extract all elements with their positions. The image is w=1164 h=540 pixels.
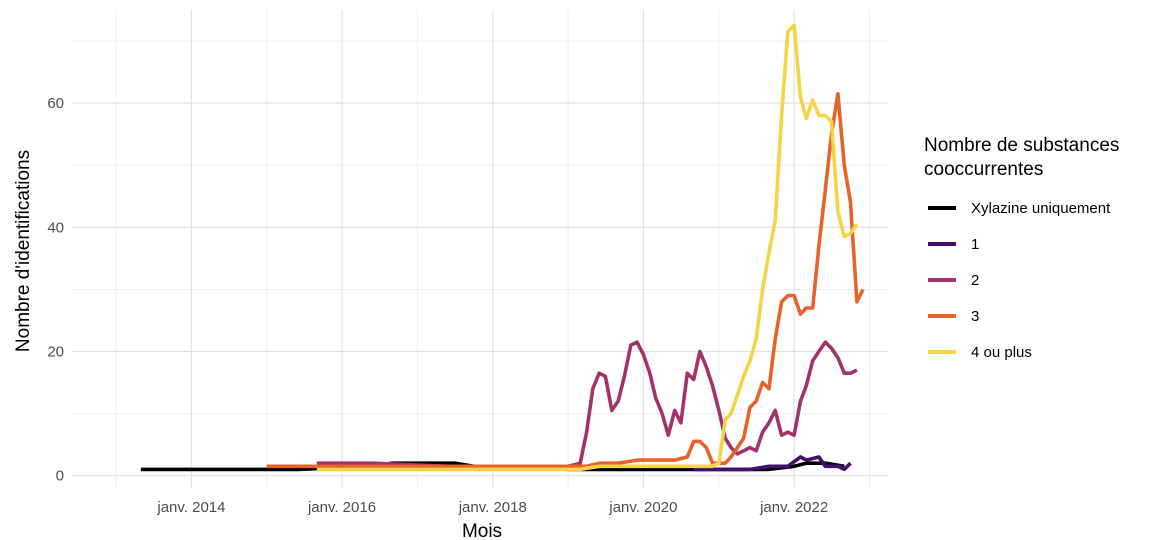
series-line-4: [317, 26, 857, 470]
y-tick-label: 60: [47, 95, 64, 112]
x-tick-label: janv. 2014: [156, 499, 225, 516]
series-lines: [141, 26, 863, 470]
y-tick-label: 40: [47, 219, 64, 236]
x-tick-label: janv. 2018: [458, 499, 527, 516]
x-axis-title: Mois: [462, 521, 502, 540]
legend-title-line-1: Nombre de substances: [924, 135, 1119, 156]
legend-label-3: 3: [971, 308, 979, 325]
x-tick-label: janv. 2020: [608, 499, 677, 516]
y-tick-label: 20: [47, 343, 64, 360]
x-tick-label: janv. 2016: [307, 499, 376, 516]
y-tick-label: 0: [56, 468, 64, 485]
legend-label-2: 2: [971, 272, 979, 289]
legend-items: Xylazine uniquement 1 2 3 4 ou plus: [928, 200, 1111, 361]
legend-title-line-2: cooccurrentes: [924, 159, 1043, 180]
legend-label-4: 4 ou plus: [971, 344, 1032, 361]
y-axis-title: Nombre d'identifications: [13, 150, 34, 352]
legend-label-1: 1: [971, 236, 979, 253]
x-axis-ticks: janv. 2014 janv. 2016 janv. 2018 janv. 2020…: [156, 499, 828, 516]
x-tick-label: janv. 2022: [759, 499, 828, 516]
grid: [72, 10, 888, 488]
legend: Nombre de substances cooccurrentes Xylaz…: [924, 135, 1119, 361]
y-axis-ticks: 0 20 40 60: [47, 95, 64, 484]
legend-label-0: Xylazine uniquement: [971, 200, 1111, 217]
series-line-2: [317, 342, 857, 466]
